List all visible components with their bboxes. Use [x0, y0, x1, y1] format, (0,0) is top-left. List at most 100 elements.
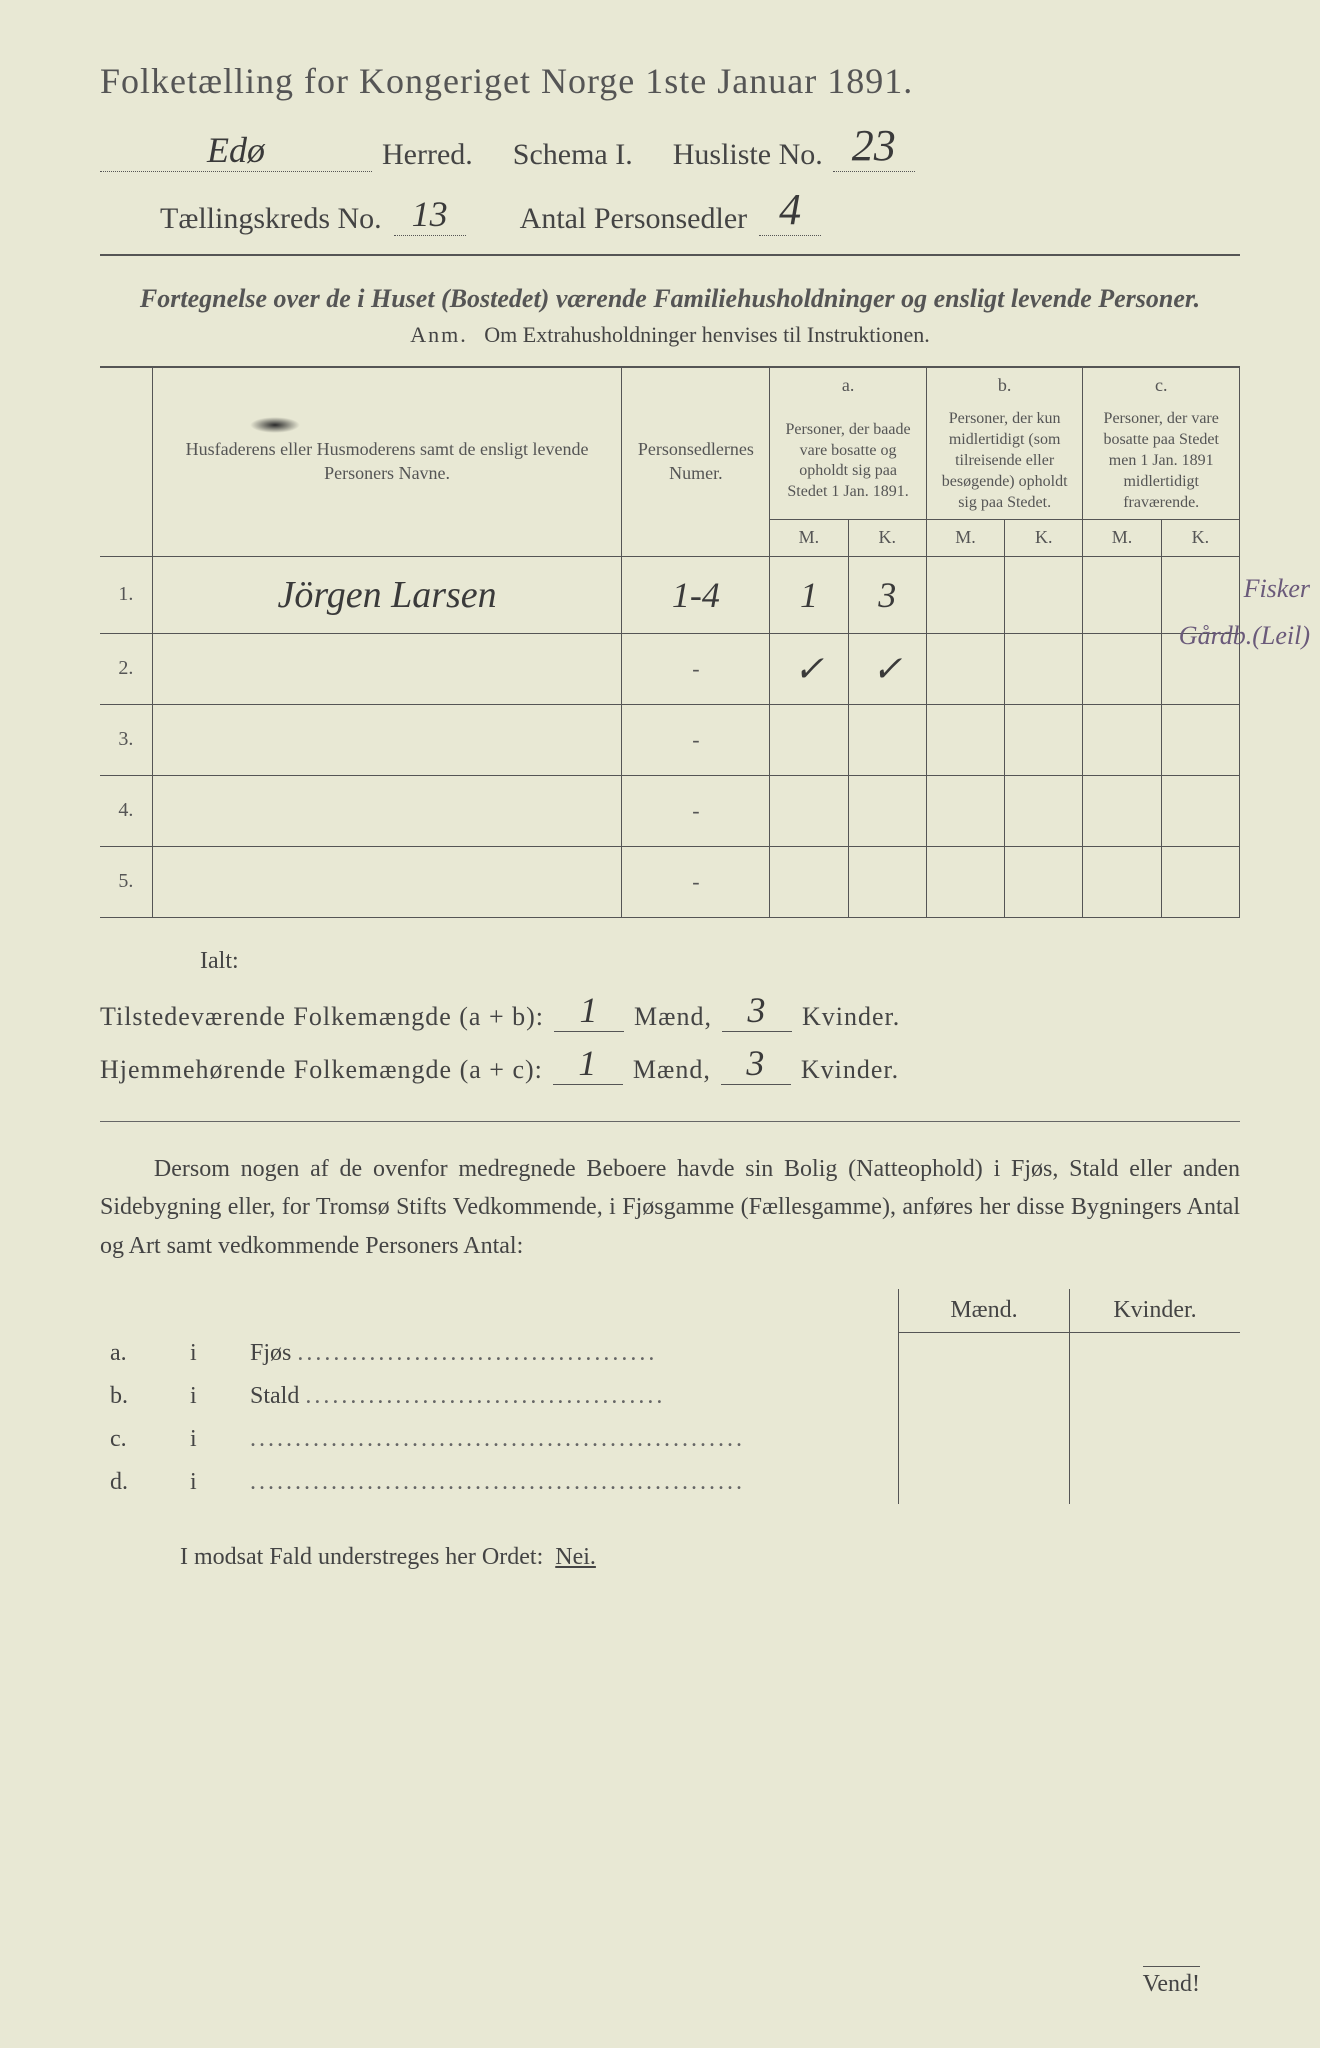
bygn-i: i — [180, 1461, 240, 1504]
bygn-k — [1070, 1418, 1241, 1461]
ialt-label: Ialt: — [200, 948, 1240, 975]
bygn-letter: d. — [100, 1461, 180, 1504]
row-number: 1. — [100, 556, 152, 633]
kreds-value: 13 — [394, 193, 466, 236]
b-k-cell — [1005, 556, 1083, 633]
bygn-row: a.iFjøs ................................… — [100, 1332, 1240, 1375]
census-page: Folketælling for Kongeriget Norge 1ste J… — [0, 0, 1320, 2048]
b-k-cell — [1005, 633, 1083, 704]
num-cell: - — [622, 846, 770, 917]
totals-ab-label: Tilstedeværende Folkemængde (a + b): — [100, 1002, 544, 1032]
b-m-cell — [926, 633, 1004, 704]
side-note-1: Fisker — [1244, 575, 1310, 604]
b-m-cell — [926, 556, 1004, 633]
a-m-cell — [770, 775, 848, 846]
bygn-letter: b. — [100, 1375, 180, 1418]
bygn-text: ........................................… — [240, 1418, 899, 1461]
bygn-k — [1070, 1332, 1241, 1375]
a-m-cell — [770, 704, 848, 775]
bygn-i: i — [180, 1375, 240, 1418]
name-cell — [152, 775, 622, 846]
th-cm: M. — [1083, 520, 1161, 556]
bygn-m — [899, 1461, 1070, 1504]
totals-row-ac: Hjemmehørende Folkemængde (a + c): 1 Mæn… — [100, 1042, 1240, 1085]
a-m-cell — [770, 846, 848, 917]
th-a-top: a. — [770, 367, 927, 403]
bygn-letter: a. — [100, 1332, 180, 1375]
th-c-top: c. — [1083, 367, 1240, 403]
c-m-cell — [1083, 633, 1161, 704]
bygn-i: i — [180, 1332, 240, 1375]
a-k-cell: 3 — [848, 556, 926, 633]
th-a: Personer, der baade vare bosatte og opho… — [770, 403, 927, 519]
c-m-cell — [1083, 775, 1161, 846]
husliste-label: Husliste No. — [673, 138, 823, 172]
row-number: 2. — [100, 633, 152, 704]
bygn-head-k: Kvinder. — [1070, 1289, 1241, 1333]
row-number: 5. — [100, 846, 152, 917]
b-m-cell — [926, 775, 1004, 846]
table-row: 5. - — [100, 846, 1240, 917]
c-m-cell — [1083, 556, 1161, 633]
totals-ac-m: 1 — [553, 1042, 623, 1085]
b-k-cell — [1005, 775, 1083, 846]
bygn-head-m: Mænd. — [899, 1289, 1070, 1333]
maend-label-2: Mænd, — [633, 1055, 711, 1085]
rule-1 — [100, 254, 1240, 256]
name-cell: Jörgen Larsen — [152, 556, 622, 633]
th-b: Personer, der kun midlertidigt (som tilr… — [926, 403, 1083, 519]
totals-ab-m: 1 — [554, 989, 624, 1032]
th-ck: K. — [1161, 520, 1239, 556]
table-row: 3. - — [100, 704, 1240, 775]
nei-word: Nei. — [555, 1544, 596, 1570]
bygn-row: c.i.....................................… — [100, 1418, 1240, 1461]
num-cell: - — [622, 775, 770, 846]
herred-label: Herred. — [382, 138, 473, 172]
c-m-cell — [1083, 704, 1161, 775]
vend-label: Vend! — [1143, 1966, 1200, 1998]
page-title: Folketælling for Kongeriget Norge 1ste J… — [100, 60, 1240, 102]
row-number: 4. — [100, 775, 152, 846]
th-bk: K. — [1005, 520, 1083, 556]
totals-ac-label: Hjemmehørende Folkemængde (a + c): — [100, 1055, 543, 1085]
a-m-cell: ✓ — [770, 633, 848, 704]
name-cell — [152, 633, 622, 704]
c-m-cell — [1083, 846, 1161, 917]
totals-ab-k: 3 — [722, 989, 792, 1032]
a-k-cell — [848, 846, 926, 917]
a-m-cell: 1 — [770, 556, 848, 633]
bygn-text: ........................................… — [240, 1461, 899, 1504]
bygn-letter: c. — [100, 1418, 180, 1461]
bygn-row: d.i.....................................… — [100, 1461, 1240, 1504]
c-k-cell — [1161, 775, 1239, 846]
bygn-i: i — [180, 1418, 240, 1461]
name-cell — [152, 846, 622, 917]
bygn-k — [1070, 1461, 1241, 1504]
totals-block: Tilstedeværende Folkemængde (a + b): 1 M… — [100, 989, 1240, 1085]
b-k-cell — [1005, 704, 1083, 775]
b-m-cell — [926, 846, 1004, 917]
bygn-m — [899, 1332, 1070, 1375]
anm-label: Anm. — [410, 322, 468, 347]
bygninger-table: Mænd. Kvinder. a.iFjøs .................… — [100, 1289, 1240, 1505]
num-cell: - — [622, 704, 770, 775]
herred-value: Edø — [100, 129, 372, 172]
rule-2 — [100, 1121, 1240, 1122]
dersom-paragraph: Dersom nogen af de ovenfor medregnede Be… — [100, 1150, 1240, 1265]
anm-text: Om Extrahusholdninger henvises til Instr… — [484, 322, 929, 347]
maend-label-1: Mænd, — [634, 1002, 712, 1032]
a-k-cell — [848, 775, 926, 846]
row-number: 3. — [100, 704, 152, 775]
table-row: 4. - — [100, 775, 1240, 846]
header-line-2: Edø Herred. Schema I. Husliste No. 23 — [100, 120, 1240, 172]
anm-line: Anm. Om Extrahusholdninger henvises til … — [100, 322, 1240, 348]
th-numer: Personsedlernes Numer. — [622, 367, 770, 556]
subtitle: Fortegnelse over de i Huset (Bostedet) v… — [100, 284, 1240, 314]
schema-label: Schema I. — [513, 138, 633, 172]
kreds-label: Tællingskreds No. — [160, 202, 382, 236]
name-cell — [152, 704, 622, 775]
th-ak: K. — [848, 520, 926, 556]
modsat-line: I modsat Fald understreges her Ordet: Ne… — [180, 1544, 1240, 1571]
c-k-cell — [1161, 704, 1239, 775]
bygn-k — [1070, 1375, 1241, 1418]
